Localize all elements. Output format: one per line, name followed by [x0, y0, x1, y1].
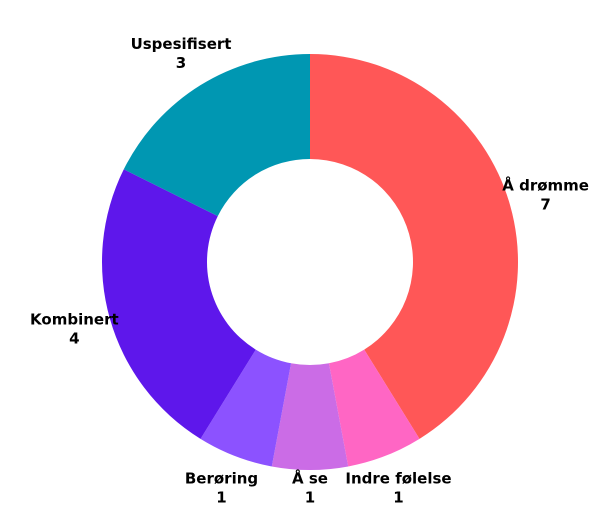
slice-label: Berøring	[185, 470, 258, 488]
slice-label: Å se	[292, 469, 328, 488]
donut-slice	[310, 54, 518, 439]
donut-slice	[123, 54, 311, 217]
donut-slice	[271, 363, 349, 470]
slice-value: 4	[69, 330, 79, 348]
slice-value: 1	[305, 489, 315, 507]
slice-value: 7	[540, 195, 550, 213]
slice-label: Kombinert	[30, 311, 119, 329]
slice-label: Å drømme	[502, 175, 589, 194]
donut-slice	[328, 349, 420, 467]
slice-value: 3	[176, 54, 186, 72]
donut-slice	[101, 169, 256, 439]
slice-label: Uspesifisert	[131, 35, 232, 53]
slice-value: 1	[393, 489, 403, 507]
slice-value: 1	[216, 489, 226, 507]
slice-label: Indre følelse	[345, 470, 451, 488]
donut-slice	[200, 349, 292, 467]
